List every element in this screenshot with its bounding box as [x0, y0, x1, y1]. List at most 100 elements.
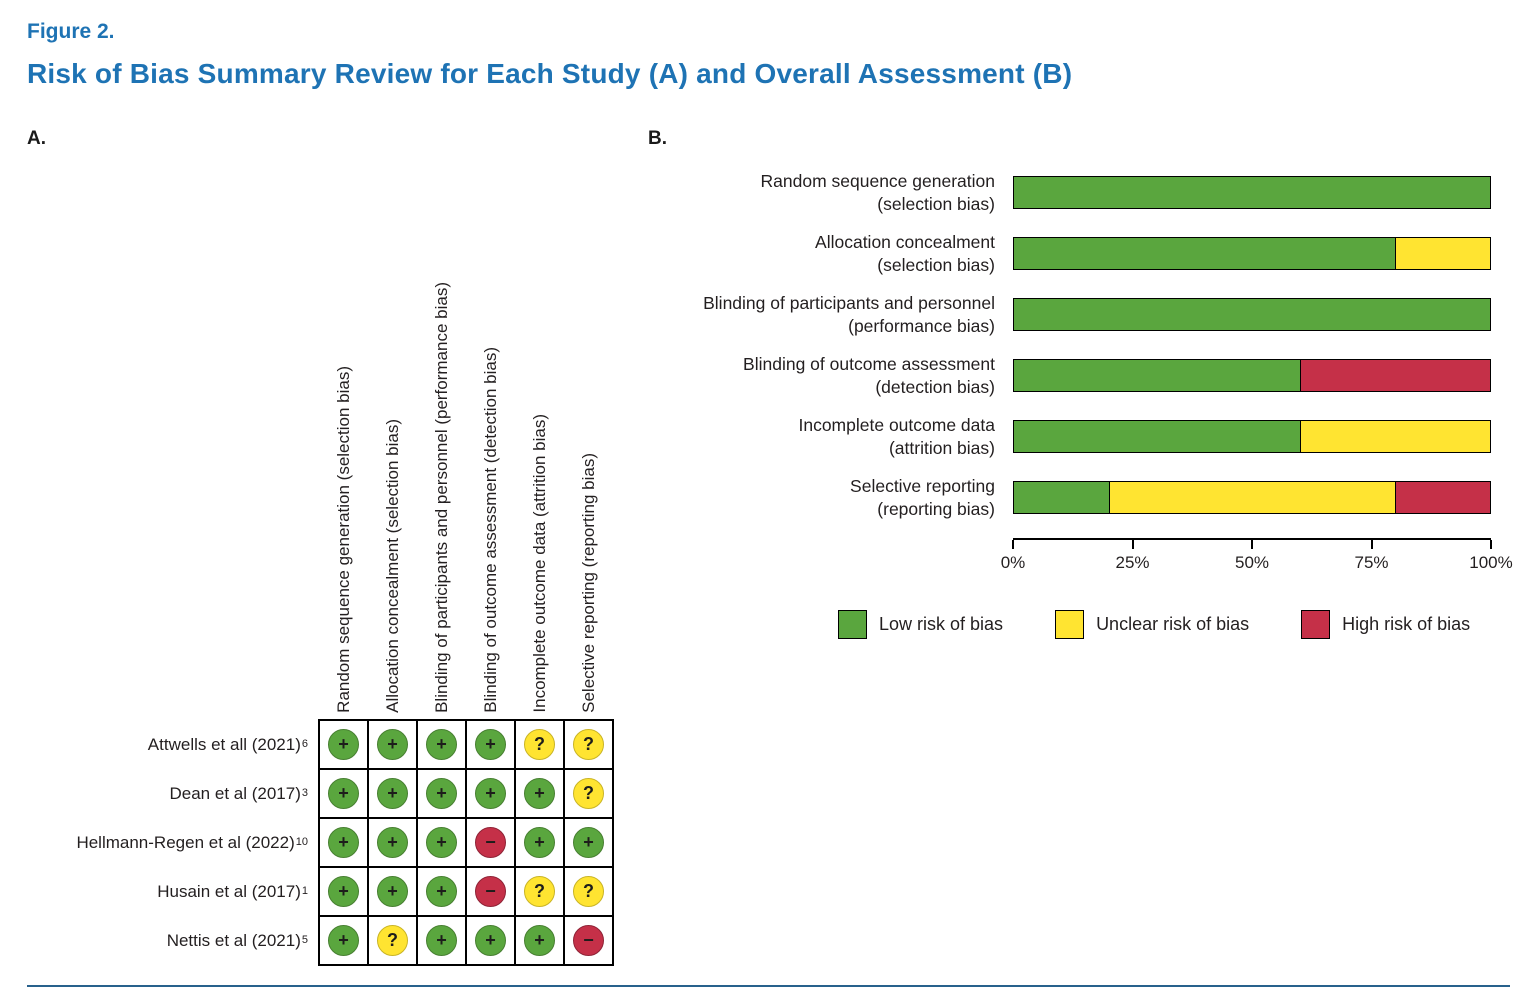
study-label-sup: 6: [301, 738, 308, 750]
risk-cell: +: [368, 769, 417, 818]
stacked-bar: [1013, 481, 1491, 514]
study-label-sup: 3: [301, 787, 308, 799]
legend-label-high: High risk of bias: [1342, 614, 1471, 634]
risk-cell: +: [368, 720, 417, 769]
column-header: Blinding of outcome assessment (detectio…: [466, 168, 515, 713]
chart-row: Allocation concealment (selection bias): [648, 223, 1493, 284]
stacked-bar: [1013, 176, 1491, 209]
risk-cell: +: [319, 769, 368, 818]
bar-segment-unclear: [1299, 421, 1490, 452]
bar-segment-unclear: [1394, 238, 1490, 269]
category-label-line2: (performance bias): [848, 315, 995, 336]
category-label: Selective reporting (reporting bias): [648, 475, 1013, 521]
axis-tick: [1370, 540, 1373, 549]
category-label-line1: Allocation concealment: [815, 231, 995, 252]
legend-item-high: High risk of bias: [1301, 610, 1470, 639]
category-label-line1: Selective reporting: [850, 475, 995, 496]
risk-cell: −: [466, 818, 515, 867]
study-risk-grid: Attwells et all (2021) 6 Dean et al (2017…: [27, 719, 614, 966]
bar-segment-low: [1014, 482, 1110, 513]
study-label-text: Husain et al (2017): [157, 881, 301, 901]
axis-tick-label: 0%: [1000, 553, 1026, 572]
risk-cell: +: [466, 769, 515, 818]
risk-circle: +: [328, 827, 359, 858]
risk-cells-block: + + + + ? ? + + + + + ? + +: [318, 719, 614, 966]
risk-circle: ?: [573, 729, 604, 760]
study-label-sup: 5: [301, 934, 308, 946]
risk-circle: +: [426, 827, 457, 858]
risk-cell: +: [515, 916, 564, 965]
study-label: Attwells et all (2021) 6: [27, 720, 318, 769]
risk-circle: −: [475, 876, 506, 907]
risk-cell: +: [417, 818, 466, 867]
figure-title: Risk of Bias Summary Review for Each Stu…: [27, 58, 1073, 89]
category-label: Blinding of outcome assessment (detectio…: [648, 353, 1013, 399]
study-label-text: Nettis et al (2021): [166, 930, 301, 950]
risk-cell: +: [319, 867, 368, 916]
column-header-text: Random sequence generation (selection bi…: [334, 366, 353, 713]
category-label-line2: (selection bias): [877, 193, 995, 214]
risk-circle: ?: [524, 876, 555, 907]
study-label: Hellmann-Regen et al (2022) 10: [27, 818, 318, 867]
axis-tick: [1490, 540, 1492, 549]
risk-cell: +: [368, 867, 417, 916]
bar-segment-high: [1299, 360, 1490, 391]
risk-cell: +: [368, 818, 417, 867]
risk-row: + + + + + ?: [319, 769, 613, 818]
bar-segment-low: [1014, 238, 1395, 269]
category-label-line2: (detection bias): [875, 376, 995, 397]
category-label-line2: (selection bias): [877, 254, 995, 275]
column-header: Blinding of participants and personnel (…: [417, 168, 466, 713]
axis-tick-label: 75%: [1354, 553, 1389, 572]
risk-circle: +: [426, 925, 457, 956]
study-label: Husain et al (2017) 1: [27, 867, 318, 916]
risk-circle: +: [524, 778, 555, 809]
axis-tick: [1012, 540, 1014, 549]
column-header-text: Blinding of outcome assessment (detectio…: [481, 347, 500, 713]
column-header: Random sequence generation (selection bi…: [319, 168, 368, 713]
risk-cell: +: [515, 769, 564, 818]
risk-circle: −: [573, 925, 604, 956]
study-label: Dean et al (2017) 3: [27, 769, 318, 818]
risk-circle: ?: [377, 925, 408, 956]
risk-circle: +: [426, 729, 457, 760]
risk-circle: +: [328, 778, 359, 809]
risk-cell: +: [319, 916, 368, 965]
risk-cell: +: [417, 916, 466, 965]
risk-cell: +: [515, 818, 564, 867]
study-label-text: Hellmann-Regen et al (2022): [76, 832, 295, 852]
risk-cell: +: [319, 720, 368, 769]
stacked-bar: [1013, 420, 1491, 453]
category-label: Allocation concealment (selection bias): [648, 231, 1013, 277]
column-header-text: Selective reporting (reporting bias): [579, 453, 598, 713]
study-labels: Attwells et all (2021) 6 Dean et al (2017…: [27, 720, 318, 966]
risk-circle: +: [475, 778, 506, 809]
legend-swatch-low: [838, 610, 867, 639]
legend-label-low: Low risk of bias: [879, 614, 1004, 634]
column-header-text: Allocation concealment (selection bias): [383, 419, 402, 713]
column-header-text: Incomplete outcome data (attrition bias): [530, 414, 549, 713]
chart-row: Selective reporting (reporting bias): [648, 467, 1493, 528]
risk-circle: +: [377, 729, 408, 760]
bar-segment-low: [1014, 360, 1300, 391]
category-label-line1: Blinding of outcome assessment: [743, 353, 995, 374]
risk-cell: +: [564, 818, 613, 867]
study-label-sup: 1: [301, 885, 308, 897]
risk-cell: −: [564, 916, 613, 965]
axis-tick: [1251, 540, 1253, 549]
chart-row: Blinding of participants and personnel (…: [648, 284, 1493, 345]
risk-circle: +: [328, 876, 359, 907]
study-label-text: Attwells et all (2021): [147, 734, 301, 754]
column-header-text: Blinding of participants and personnel (…: [432, 282, 451, 713]
legend-swatch-high: [1301, 610, 1331, 639]
risk-cell: ?: [515, 720, 564, 769]
panel-a-label: A.: [27, 128, 46, 149]
risk-cell: +: [417, 720, 466, 769]
risk-circle: +: [377, 827, 408, 858]
chart-row: Random sequence generation (selection bi…: [648, 162, 1493, 223]
category-label-line2: (attrition bias): [888, 437, 995, 458]
risk-cell: ?: [564, 720, 613, 769]
category-label-line1: Incomplete outcome data: [798, 414, 995, 435]
risk-row: + ? + + + −: [319, 916, 613, 965]
study-label: Nettis et al (2021) 5: [27, 916, 318, 965]
